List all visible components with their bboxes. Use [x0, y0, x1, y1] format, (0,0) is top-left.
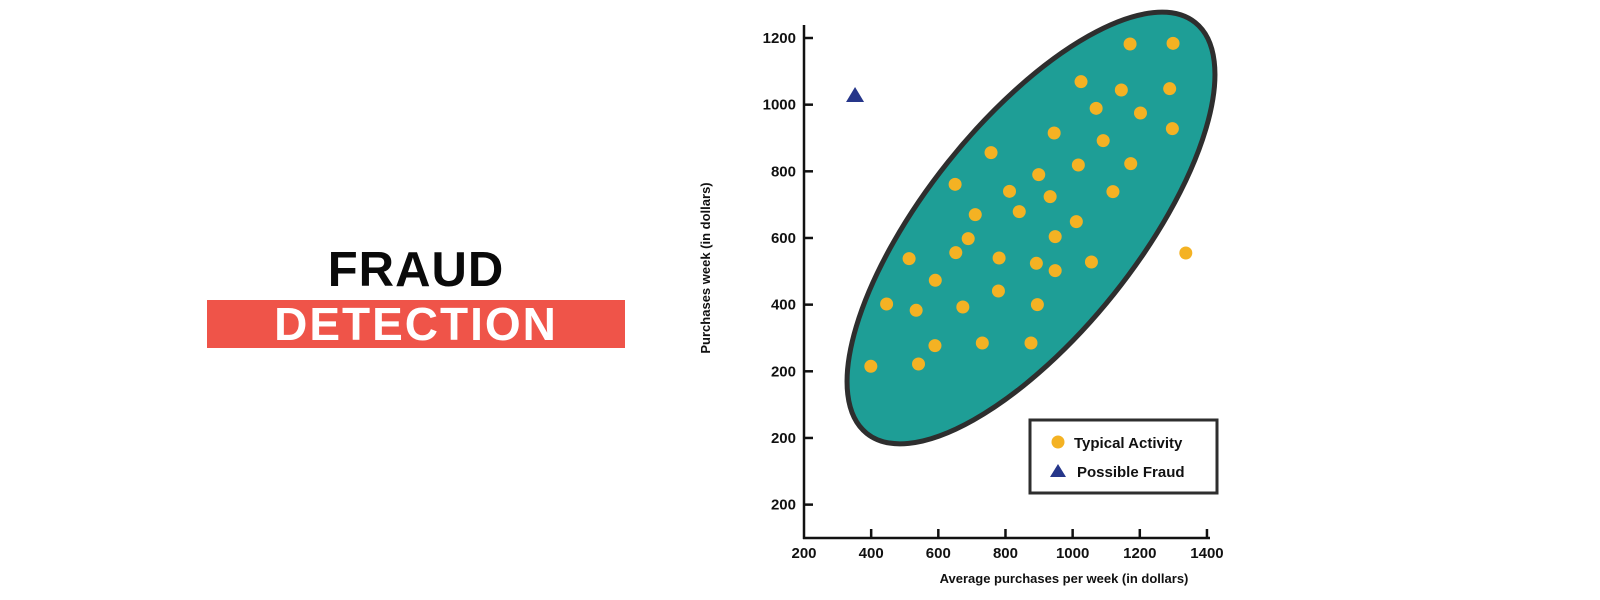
- x-tick-label: 400: [859, 545, 884, 562]
- y-tick-label: 400: [771, 297, 796, 314]
- typical-activity-point: [1003, 184, 1017, 198]
- typical-activity-point: [949, 246, 963, 260]
- y-tick-label: 600: [771, 230, 796, 247]
- typical-activity-point: [1089, 101, 1103, 115]
- typical-activity-point: [880, 297, 894, 311]
- typical-activity-cluster: [844, 9, 1218, 447]
- typical-activity-point: [991, 284, 1005, 298]
- x-tick-label: 200: [791, 545, 816, 562]
- typical-activity-point: [909, 303, 923, 317]
- legend-typical-marker: [1051, 435, 1065, 449]
- y-tick-label: 1200: [763, 30, 796, 47]
- typical-activity-point: [1114, 83, 1128, 97]
- typical-activity-point: [1106, 185, 1120, 199]
- typical-activity-point: [1030, 298, 1044, 312]
- typical-activity-point: [912, 357, 926, 371]
- typical-activity-point: [992, 251, 1006, 265]
- y-tick-label: 800: [771, 163, 796, 180]
- typical-activity-point: [984, 146, 998, 160]
- typical-activity-point: [1071, 158, 1085, 172]
- typical-activity-point: [1084, 255, 1098, 269]
- legend-fraud-marker: [1050, 464, 1066, 477]
- y-axis-label: Purchases week (in dollars): [698, 182, 713, 353]
- typical-activity-point: [1179, 246, 1193, 260]
- x-axis-label: Average purchases per week (in dollars): [940, 571, 1189, 586]
- heading-detection: DETECTION: [274, 298, 558, 350]
- typical-activity-point: [864, 359, 878, 373]
- x-tick-label: 1000: [1056, 545, 1089, 562]
- typical-activity-point: [956, 300, 970, 314]
- typical-activity-point: [1047, 126, 1061, 140]
- typical-activity-point: [1123, 37, 1137, 51]
- x-tick-label: 1400: [1190, 545, 1223, 562]
- typical-activity-point: [1163, 82, 1177, 96]
- x-tick-label: 600: [926, 545, 951, 562]
- typical-activity-point: [968, 208, 982, 222]
- legend-box: [1028, 418, 1219, 495]
- typical-activity-point: [1048, 230, 1062, 244]
- possible-fraud-point: [846, 86, 865, 102]
- y-tick-label: 1000: [763, 97, 796, 114]
- typical-activity-point: [1069, 215, 1083, 229]
- x-tick-label: 1200: [1123, 545, 1156, 562]
- typical-activity-point: [1024, 336, 1038, 350]
- typical-activity-point: [975, 336, 989, 350]
- typical-activity-point: [928, 339, 942, 353]
- x-tick-label: 800: [993, 545, 1018, 562]
- typical-activity-point: [1048, 264, 1062, 278]
- legend-fraud-label: Possible Fraud: [1077, 464, 1185, 481]
- y-tick-label: 200: [771, 363, 796, 380]
- typical-activity-point: [902, 252, 916, 266]
- typical-activity-point: [1124, 157, 1138, 171]
- typical-activity-point: [1166, 36, 1180, 50]
- heading-red-banner: [207, 300, 625, 348]
- typical-activity-point: [928, 273, 942, 287]
- y-tick-label: 200: [771, 430, 796, 447]
- typical-activity-point: [1029, 256, 1043, 270]
- typical-activity-point: [1032, 168, 1046, 182]
- typical-activity-point: [1096, 134, 1110, 148]
- typical-activity-point: [1043, 190, 1057, 204]
- y-tick-label: 200: [771, 497, 796, 514]
- legend: Typical Activity Possible Fraud: [1028, 418, 1219, 495]
- typical-activity-point: [1074, 75, 1088, 89]
- typical-activity-point: [1012, 205, 1026, 219]
- typical-activity-point: [948, 177, 962, 191]
- typical-activity-point: [961, 232, 975, 246]
- legend-typical-label: Typical Activity: [1074, 435, 1183, 452]
- typical-activity-point: [1133, 106, 1147, 120]
- typical-activity-point: [1165, 122, 1179, 136]
- heading-fraud: FRAUD: [327, 243, 505, 297]
